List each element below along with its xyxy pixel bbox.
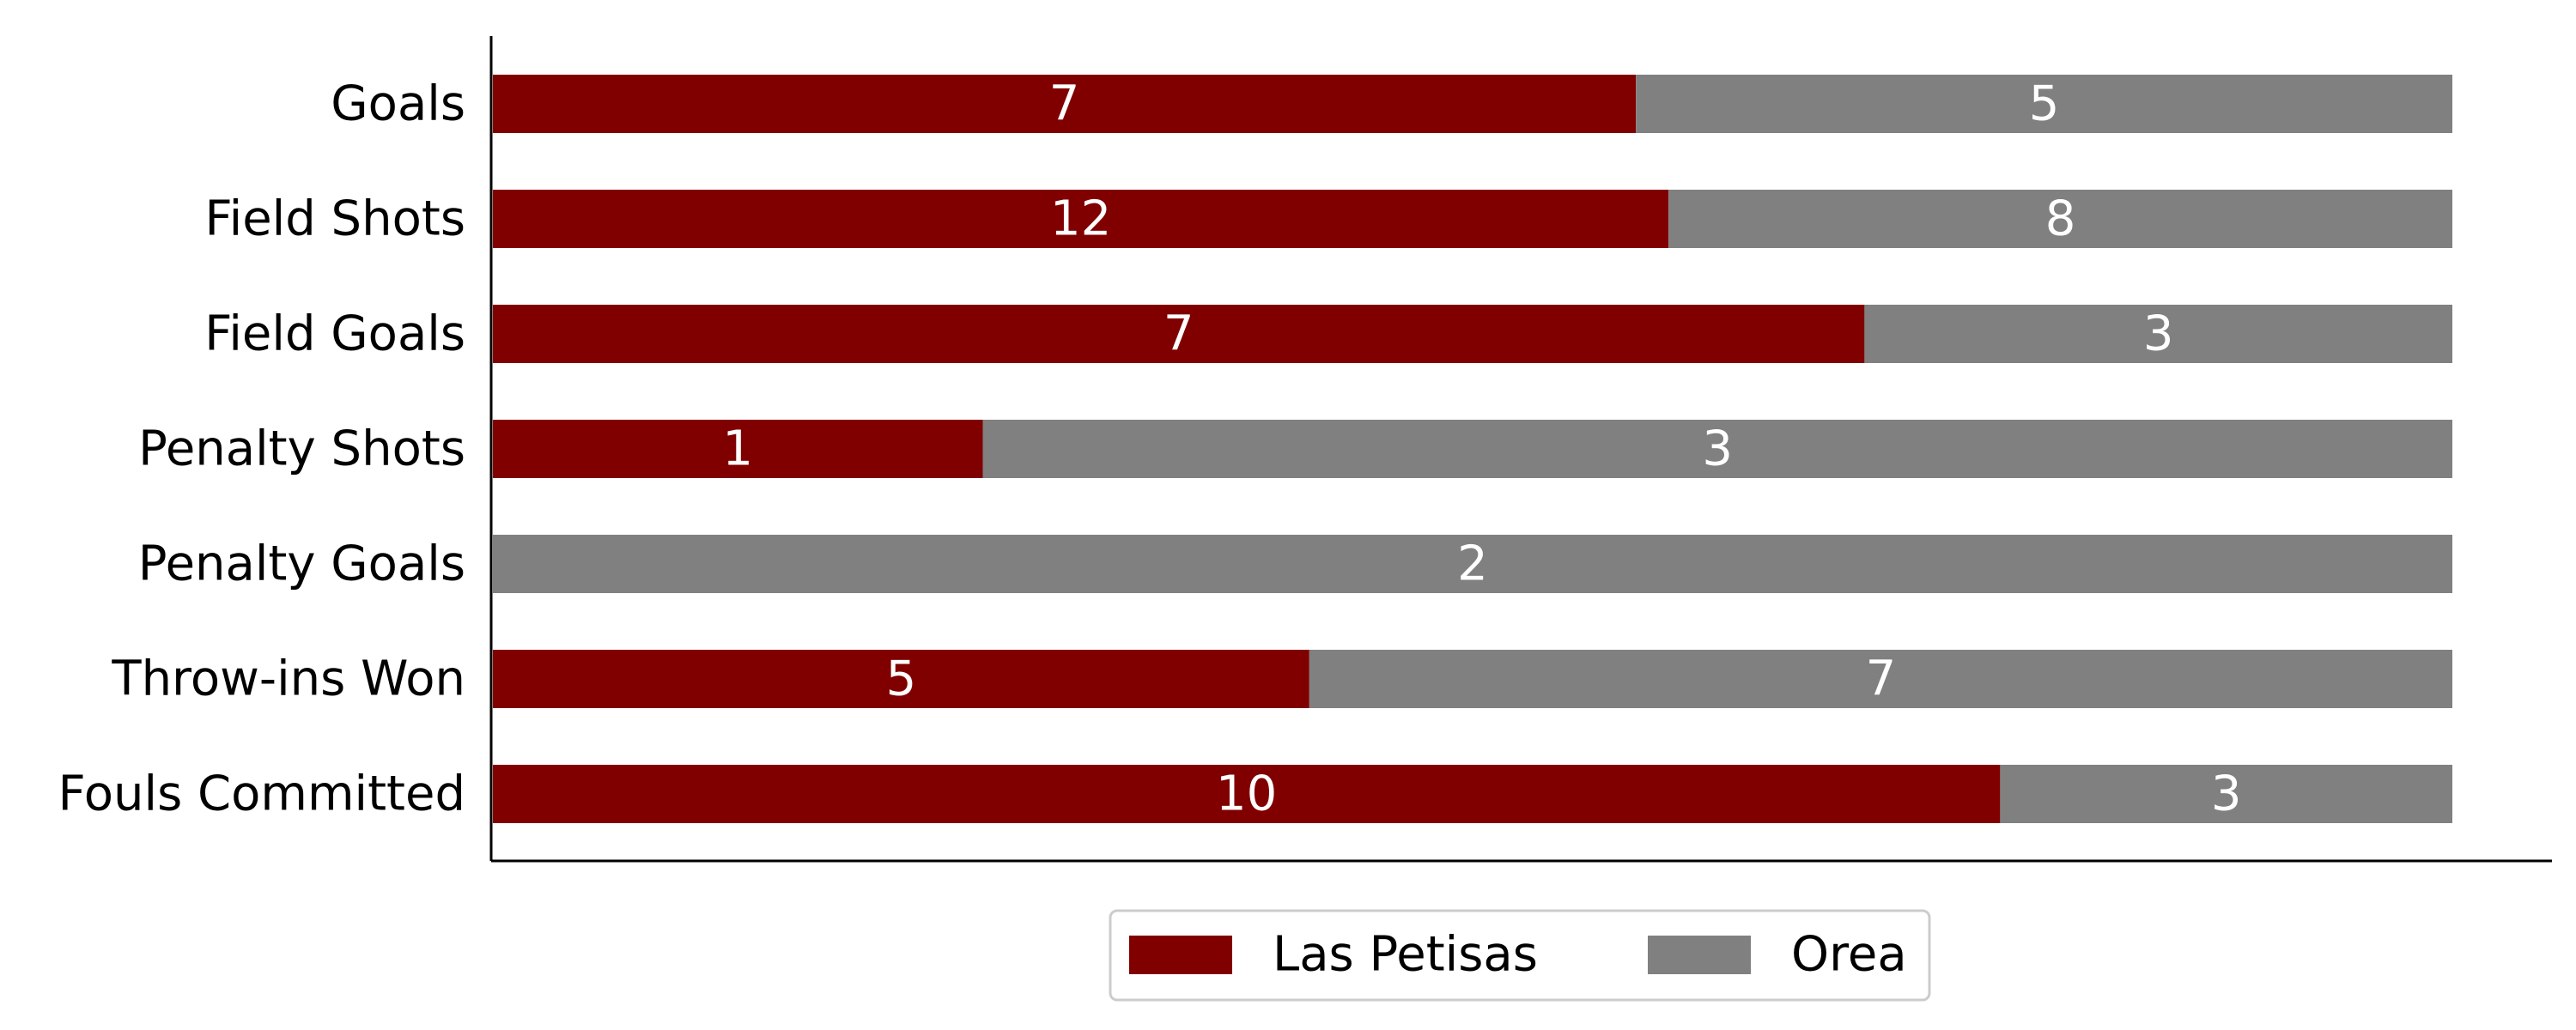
legend-swatch-las-petisas (1129, 936, 1232, 974)
legend-label-las-petisas: Las Petisas (1273, 927, 1538, 983)
category-label-fouls-committed: Fouls Committed (58, 766, 465, 822)
bar-las-petisas-field-shots (493, 190, 1669, 248)
bars-group: 7 5 12 8 7 3 1 3 2 5 7 10 3 (493, 75, 2452, 823)
bar-las-petisas-field-goals (493, 305, 1865, 363)
data-label-las-petisas-throw-ins-won: 5 (886, 651, 917, 707)
category-label-goals: Goals (331, 76, 465, 132)
bar-las-petisas-penalty-shots (493, 420, 983, 478)
category-label-field-goals: Field Goals (204, 306, 465, 362)
bar-orea-throw-ins-won (1309, 650, 2452, 708)
category-label-penalty-shots: Penalty Shots (138, 421, 465, 477)
data-label-orea-throw-ins-won: 7 (1866, 651, 1897, 707)
category-labels-group: Goals Field Shots Field Goals Penalty Shots… (58, 76, 465, 822)
data-label-las-petisas-goals: 7 (1049, 76, 1080, 132)
bar-orea-penalty-shots (982, 420, 2452, 478)
bar-orea-fouls-committed (2000, 765, 2452, 823)
bar-las-petisas-fouls-committed (493, 765, 2001, 823)
legend-label-orea: Orea (1791, 927, 1907, 983)
bar-orea-penalty-goals (493, 535, 2452, 593)
data-label-las-petisas-field-goals: 7 (1163, 306, 1194, 362)
legend-frame (1109, 909, 1931, 1002)
bar-las-petisas-throw-ins-won (493, 650, 1309, 708)
data-label-las-petisas-penalty-shots: 1 (722, 421, 753, 477)
data-label-orea-goals: 5 (2029, 76, 2060, 132)
data-label-orea-penalty-shots: 3 (1702, 421, 1733, 477)
bar-las-petisas-goals (493, 75, 1637, 133)
category-label-field-shots: Field Shots (205, 191, 466, 247)
bar-orea-field-goals (1864, 305, 2452, 363)
bar-orea-goals (1636, 75, 2452, 133)
legend: Las Petisas Orea (1109, 909, 1931, 1002)
data-label-orea-field-goals: 3 (2143, 306, 2174, 362)
category-label-penalty-goals: Penalty Goals (138, 536, 465, 592)
data-label-orea-penalty-goals: 2 (1457, 536, 1488, 592)
data-label-las-petisas-field-shots: 12 (1050, 191, 1111, 247)
data-label-orea-fouls-committed: 3 (2211, 766, 2242, 822)
data-label-las-petisas-fouls-committed: 10 (1216, 766, 1277, 822)
bar-orea-field-shots (1668, 190, 2452, 248)
category-label-throw-ins-won: Throw-ins Won (111, 651, 465, 707)
data-label-orea-field-shots: 8 (2045, 191, 2076, 247)
legend-swatch-orea (1648, 936, 1751, 974)
